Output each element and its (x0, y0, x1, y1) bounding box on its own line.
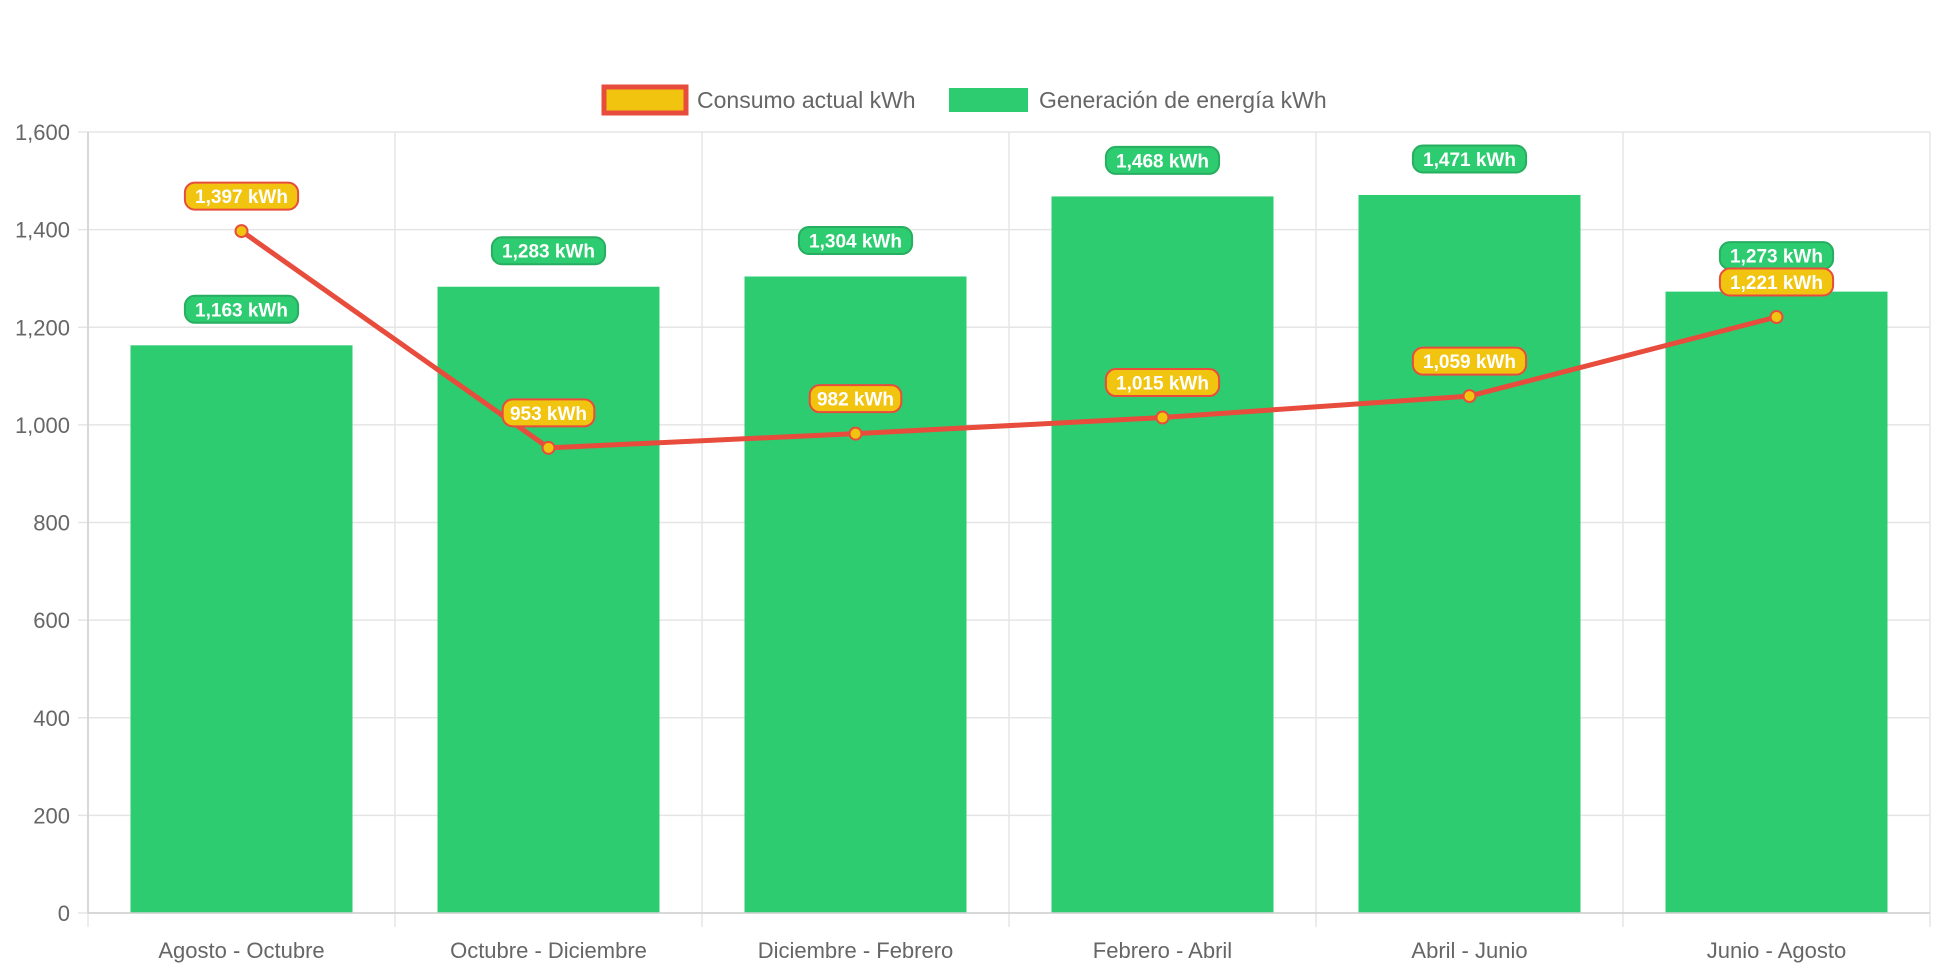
legend-label-generacion: Generación de energía kWh (1039, 87, 1327, 113)
bar-data-label-box (1104, 145, 1221, 175)
point-consumo[interactable] (1462, 389, 1477, 404)
bar-data-label-box (183, 294, 300, 324)
legend: Consumo actual kWh Generación de energía… (601, 84, 1327, 116)
line-data-label: 1,059 kWh (1411, 346, 1528, 376)
line-data-label: 1,221 kWh (1718, 267, 1835, 297)
y-tick-label: 1,600 (15, 120, 70, 145)
point-consumo[interactable] (234, 224, 249, 239)
bar-generacion[interactable] (1051, 196, 1274, 913)
y-tick-label: 1,400 (15, 218, 70, 243)
line-data-label-text: 953 kWh (510, 404, 587, 425)
point-consumo[interactable] (1155, 410, 1170, 425)
y-tick-label: 400 (33, 706, 70, 731)
line-data-label-box (501, 398, 596, 428)
line-data-label-box (808, 384, 903, 414)
bar-generacion[interactable] (1358, 194, 1581, 913)
legend-label-consumo: Consumo actual kWh (697, 87, 916, 113)
y-tick-label: 200 (33, 803, 70, 828)
x-tick-label: Agosto - Octubre (158, 938, 324, 963)
bar-generacion[interactable] (130, 345, 353, 913)
legend-swatch-generacion (949, 88, 1028, 112)
x-tick-label: Junio - Agosto (1707, 938, 1846, 963)
y-tick-label: 1,200 (15, 315, 70, 340)
bar-data-label-text: 1,471 kWh (1423, 150, 1516, 171)
line-data-label: 1,015 kWh (1104, 368, 1221, 398)
x-tick-label: Diciembre - Febrero (758, 938, 954, 963)
bar-data-label-text: 1,304 kWh (809, 231, 902, 252)
line-data-label: 982 kWh (808, 384, 903, 414)
bar-data-label-box (490, 236, 607, 266)
line-data-label: 953 kWh (501, 398, 596, 428)
line-data-label-text: 1,221 kWh (1730, 273, 1823, 294)
bar-data-label-text: 1,273 kWh (1730, 247, 1823, 268)
line-data-label-text: 1,397 kWh (195, 187, 288, 208)
line-data-label-text: 1,015 kWh (1116, 374, 1209, 395)
y-tick-label: 800 (33, 511, 70, 536)
bars-layer (130, 194, 1888, 914)
bar-data-label: 1,468 kWh (1104, 145, 1221, 175)
bar-generacion[interactable] (437, 286, 660, 914)
bar-data-label-box (797, 225, 914, 255)
line-data-label-box (1411, 346, 1528, 376)
point-consumo[interactable] (541, 440, 556, 455)
x-tick-label: Octubre - Diciembre (450, 938, 647, 963)
y-tick-label: 1,000 (15, 413, 70, 438)
line-data-label-box (1718, 267, 1835, 297)
bar-data-label: 1,163 kWh (183, 294, 300, 324)
line-layer (234, 224, 1784, 455)
bar-data-label: 1,471 kWh (1411, 144, 1528, 174)
line-data-label: 1,397 kWh (183, 181, 300, 211)
x-tick-label: Febrero - Abril (1093, 938, 1232, 963)
line-data-label-box (183, 181, 300, 211)
bar-data-label-text: 1,283 kWh (502, 242, 595, 263)
bar-data-label: 1,304 kWh (797, 225, 914, 255)
axes-layer: 0 200 400 600 800 1,000 1,200 1,400 1,600 Agosto … (15, 120, 1930, 963)
line-consumo (240, 229, 1778, 451)
bar-generacion[interactable] (744, 276, 967, 913)
line-data-label-text: 1,059 kWh (1423, 352, 1516, 373)
bar-generacion[interactable] (1665, 291, 1888, 913)
bar-data-label-box (1411, 144, 1528, 174)
y-tick-label: 600 (33, 608, 70, 633)
grid-layer (87, 131, 1931, 927)
legend-swatch-consumo (601, 84, 689, 116)
bar-data-label: 1,283 kWh (490, 236, 607, 266)
point-consumo[interactable] (848, 426, 863, 441)
point-consumo[interactable] (1769, 309, 1784, 324)
bar-data-label-text: 1,163 kWh (195, 300, 288, 321)
x-tick-label: Abril - Junio (1411, 938, 1527, 963)
bar-data-label: 1,273 kWh (1718, 241, 1835, 271)
data-labels-layer: 1,163 kWh 1,283 kWh 1,304 kWh 1,468 kWh 1,47… (183, 144, 1835, 428)
legend-item-consumo[interactable]: Consumo actual kWh (601, 84, 916, 116)
legend-item-generacion[interactable]: Generación de energía kWh (949, 87, 1327, 113)
bar-data-label-text: 1,468 kWh (1116, 151, 1209, 172)
line-data-label-text: 982 kWh (817, 390, 894, 411)
y-tick-label: 0 (58, 901, 70, 926)
line-data-label-box (1104, 368, 1221, 398)
